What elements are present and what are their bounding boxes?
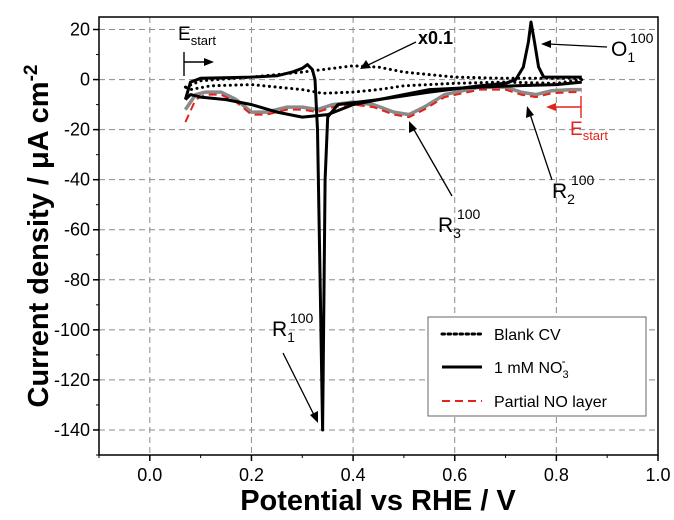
y-axis-label-sup: -2 <box>21 65 42 82</box>
r1-arrowhead <box>310 411 318 423</box>
series-nitrate-cathodic <box>184 80 582 119</box>
axis-ticks: 0.0 0.2 0.4 0.6 0.8 1.0200-20-40-60-80-100-12… <box>54 20 671 485</box>
x-tick-label-4: 0.8 <box>544 465 569 485</box>
y-tick-label-3: -40 <box>64 170 90 190</box>
estart-right-sub: start <box>583 128 609 143</box>
r3-arrow <box>412 127 453 197</box>
estart-left-sub: start <box>191 33 217 48</box>
r3-arrowhead <box>409 121 417 133</box>
series-layer <box>183 20 584 432</box>
y-tick-label-8: -140 <box>54 420 90 440</box>
legend-label-blank: Blank CV <box>494 327 561 344</box>
r2-arrowhead <box>526 106 534 118</box>
estart-left-main: E <box>178 24 191 45</box>
legend-label-partial: Partial NO layer <box>494 394 608 411</box>
r1-label: R1 100 <box>272 310 313 345</box>
r2-main: R <box>552 180 567 203</box>
y-axis-label: Current density / μA cm-2 <box>21 65 55 408</box>
r1-sup: 100 <box>290 310 314 326</box>
r2-label: R2 100 <box>552 172 595 207</box>
o1-main: O <box>611 38 627 61</box>
r1-sub: 1 <box>287 329 295 345</box>
r1-arrow <box>282 352 315 416</box>
y-tick-label-1: 0 <box>80 70 90 90</box>
o1-label: O1 100 <box>611 30 654 65</box>
r1-main: R <box>272 318 287 341</box>
x-tick-label-2: 0.4 <box>341 465 366 485</box>
r3-main: R <box>438 214 453 237</box>
legend-nitrate-main: 1 mM NO <box>494 360 562 377</box>
o1-arrow <box>547 43 608 48</box>
estart-left-label: Estart <box>178 24 216 48</box>
series-nitrate-anodic <box>183 20 582 432</box>
x01-arrow <box>365 41 417 67</box>
r2-arrow <box>529 113 553 181</box>
x-tick-label-1: 0.2 <box>239 465 264 485</box>
y-tick-label-4: -60 <box>64 220 90 240</box>
r2-sub: 2 <box>567 191 575 207</box>
y-tick-label-6: -100 <box>54 320 90 340</box>
r3-label: R3 100 <box>438 206 481 241</box>
x-tick-label-5: 1.0 <box>645 465 670 485</box>
x-tick-label-0: 0.0 <box>137 465 162 485</box>
y-tick-label-7: -120 <box>54 370 90 390</box>
legend: Blank CV 1 mM NO3- Partial NO layer <box>427 316 647 417</box>
estart-right-main: E <box>570 119 583 140</box>
legend-label-nitrate: 1 mM NO3- <box>494 354 569 381</box>
x01-label: x0.1 <box>418 28 453 48</box>
r3-sub: 3 <box>453 225 461 241</box>
y-tick-label-5: -80 <box>64 270 90 290</box>
estart-right-arrowhead <box>546 103 556 111</box>
legend-nitrate-sub: 3 <box>562 369 568 381</box>
o1-arrowhead <box>541 40 551 48</box>
x-tick-label-3: 0.6 <box>442 465 467 485</box>
o1-sup: 100 <box>630 30 654 46</box>
y-axis-label-text: Current density / μA cm <box>23 81 55 407</box>
plot-frame <box>98 16 659 456</box>
x01-arrowhead <box>360 60 371 69</box>
legend-nitrate-sup: - <box>562 354 566 368</box>
x-axis-label: Potential vs RHE / V <box>240 485 516 517</box>
o1-sub: 1 <box>627 49 635 65</box>
estart-right-label: Estart <box>570 119 608 143</box>
r3-sup: 100 <box>457 206 481 222</box>
y-tick-label-2: -20 <box>64 120 90 140</box>
annotations: Estart x0.1 O1100 Estart R2100 R3100 R11… <box>178 24 654 423</box>
y-tick-label-0: 20 <box>70 20 90 40</box>
series-blank-lower <box>183 78 584 95</box>
estart-left-arrowhead <box>204 58 214 66</box>
r2-sup: 100 <box>571 172 595 188</box>
